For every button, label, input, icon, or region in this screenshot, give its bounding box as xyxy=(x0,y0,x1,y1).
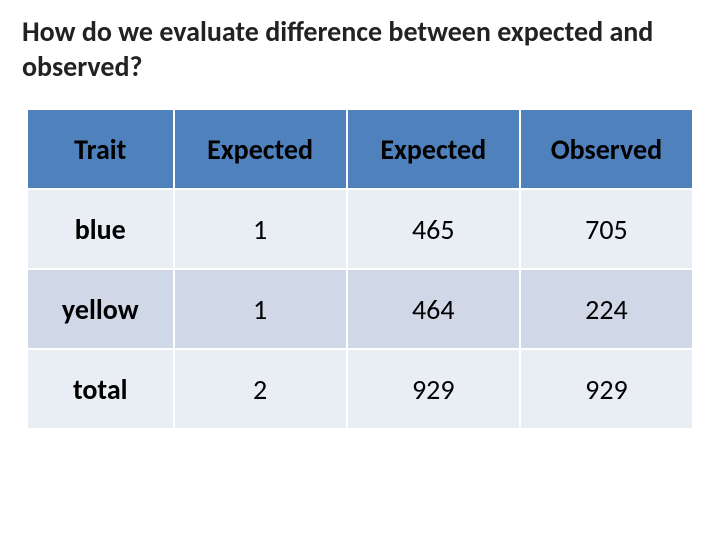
cell-expected-count: 465 xyxy=(347,189,520,269)
cell-expected-count: 464 xyxy=(347,269,520,349)
table-container: Trait Expected Expected Observed blue 1 … xyxy=(22,108,698,430)
col-header-trait: Trait xyxy=(27,109,174,189)
cell-observed: 224 xyxy=(520,269,693,349)
slide: How do we evaluate difference between ex… xyxy=(0,0,720,540)
cell-observed: 705 xyxy=(520,189,693,269)
cell-expected-ratio: 2 xyxy=(174,349,347,429)
col-header-expected-2: Expected xyxy=(347,109,520,189)
cell-observed: 929 xyxy=(520,349,693,429)
table-row: blue 1 465 705 xyxy=(27,189,693,269)
data-table: Trait Expected Expected Observed blue 1 … xyxy=(26,108,694,430)
table-row: yellow 1 464 224 xyxy=(27,269,693,349)
table-row: total 2 929 929 xyxy=(27,349,693,429)
row-label: yellow xyxy=(27,269,174,349)
table-header-row: Trait Expected Expected Observed xyxy=(27,109,693,189)
row-label: blue xyxy=(27,189,174,269)
row-label: total xyxy=(27,349,174,429)
slide-title: How do we evaluate difference between ex… xyxy=(22,14,698,84)
cell-expected-count: 929 xyxy=(347,349,520,429)
col-header-expected-1: Expected xyxy=(174,109,347,189)
cell-expected-ratio: 1 xyxy=(174,189,347,269)
col-header-observed: Observed xyxy=(520,109,693,189)
cell-expected-ratio: 1 xyxy=(174,269,347,349)
